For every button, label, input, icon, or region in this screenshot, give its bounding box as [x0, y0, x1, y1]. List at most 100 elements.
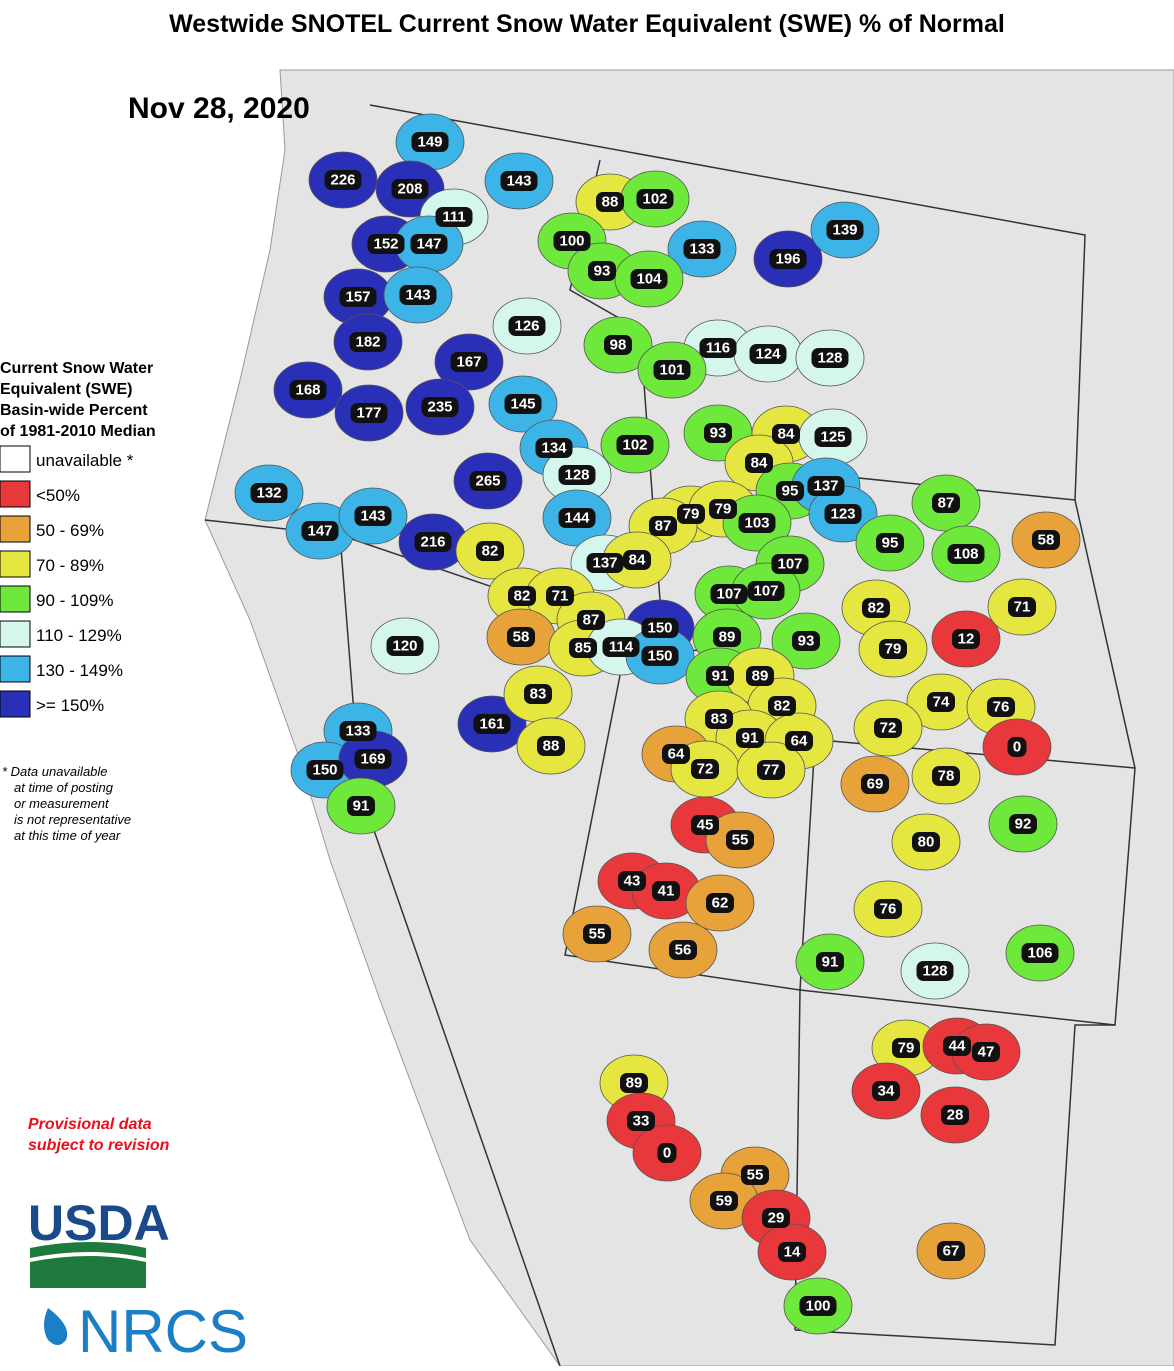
label-box: [354, 749, 392, 769]
label-box: [657, 1143, 677, 1163]
basin-value: 12: [958, 631, 975, 648]
label-box: [602, 637, 640, 657]
label-box: [347, 796, 375, 816]
basin-value: 134: [541, 440, 567, 457]
label-box: [627, 1111, 655, 1131]
label-box: [669, 940, 697, 960]
label-box: [713, 627, 741, 647]
label-box: [862, 598, 890, 618]
legend-swatch: [0, 585, 31, 613]
label-box: [653, 360, 691, 380]
label-box: [691, 815, 719, 835]
basin-value: 89: [719, 629, 736, 646]
nrcs-drop: [44, 1308, 68, 1345]
basin-value: 79: [898, 1040, 915, 1057]
basin-value: 72: [880, 720, 897, 737]
basin-value: 128: [817, 350, 842, 367]
usda-wave: [30, 1242, 146, 1288]
basin-value: 85: [575, 640, 592, 657]
basin-value: 62: [712, 895, 729, 912]
label-box: [641, 618, 679, 638]
legend-label: <50%: [36, 486, 80, 505]
basin-value: 91: [742, 730, 759, 747]
label-box: [745, 453, 773, 473]
basin-value: 137: [813, 478, 838, 495]
basin-value: 84: [778, 426, 795, 443]
label-box: [662, 744, 690, 764]
basin-value: 157: [345, 289, 370, 306]
label-box: [987, 697, 1015, 717]
basin-value: 132: [256, 485, 281, 502]
label-box: [941, 1105, 969, 1125]
legend-label: 110 - 129%: [36, 626, 122, 645]
legend-label: 70 - 89%: [36, 556, 104, 575]
basin-value: 137: [592, 555, 617, 572]
basin-value: 168: [295, 382, 320, 399]
basin-value: 116: [706, 340, 730, 357]
basin-value: 182: [355, 334, 380, 351]
basin-value: 76: [993, 699, 1010, 716]
basin-value: 87: [655, 518, 672, 535]
label-box: [677, 504, 705, 524]
basin-value: 128: [564, 467, 589, 484]
basin-value: 28: [947, 1107, 964, 1124]
basin-value: 177: [356, 405, 381, 422]
label-box: [824, 504, 862, 524]
label-box: [399, 285, 437, 305]
basin-value: 67: [943, 1243, 960, 1260]
legend-swatch: [0, 515, 31, 543]
basin-value: 72: [697, 761, 714, 778]
basin-value: 33: [633, 1113, 650, 1130]
label-box: [826, 220, 864, 240]
label-box: [768, 696, 796, 716]
basin-value: 167: [456, 354, 481, 371]
provisional-note: subject to revision: [28, 1137, 170, 1154]
basin-value: 29: [768, 1210, 785, 1227]
basin-value: 108: [953, 546, 978, 563]
basin-value: 64: [791, 733, 808, 750]
label-box: [811, 348, 849, 368]
label-box: [508, 316, 546, 336]
basin-value: 56: [675, 942, 692, 959]
basin-value: 58: [513, 629, 530, 646]
label-box: [558, 465, 596, 485]
basin-value: 128: [922, 963, 947, 980]
basin-value: 87: [938, 495, 955, 512]
basin-value: 91: [822, 954, 839, 971]
basin-value: 196: [775, 251, 800, 268]
basin-value: 47: [978, 1044, 995, 1061]
basin-value: 152: [373, 236, 398, 253]
basin-value: 102: [642, 191, 667, 208]
basin-value: 107: [753, 583, 778, 600]
basin-value: 0: [663, 1145, 671, 1162]
label-box: [738, 513, 776, 533]
basin-value: 55: [732, 832, 749, 849]
label-box: [508, 586, 536, 606]
footnote: is not representative: [14, 812, 131, 827]
label-box: [641, 646, 679, 666]
legend-label: 130 - 149%: [36, 661, 123, 680]
basin-value: 124: [755, 346, 781, 363]
footnote: at time of posting: [14, 780, 114, 795]
label-box: [301, 521, 339, 541]
label-box: [879, 639, 907, 659]
label-box: [623, 550, 651, 570]
label-box: [710, 1191, 738, 1211]
basin-value: 77: [763, 762, 780, 779]
basin-value: 82: [514, 588, 531, 605]
label-box: [410, 234, 448, 254]
label-box: [421, 397, 459, 417]
basin-value: 64: [668, 746, 685, 763]
basin-value: 82: [774, 698, 791, 715]
footnote: * Data unavailable: [2, 764, 108, 779]
label-box: [861, 774, 889, 794]
label-box: [932, 493, 960, 513]
label-box: [350, 403, 388, 423]
label-box: [507, 627, 535, 647]
basin-value: 143: [405, 287, 430, 304]
basin-value: 169: [360, 751, 385, 768]
label-box: [706, 893, 734, 913]
basin-value: 14: [784, 1244, 801, 1261]
